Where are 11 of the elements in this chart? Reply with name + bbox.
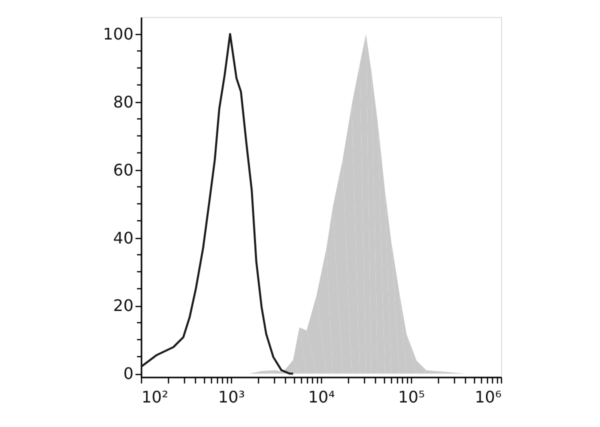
y-tick-label: 0 <box>123 364 134 384</box>
y-tick-label: 60 <box>113 160 134 180</box>
x-tick-label: 10⁴ <box>308 388 335 406</box>
x-tick-label: 10³ <box>218 388 245 406</box>
y-tick-label: 100 <box>102 24 134 44</box>
y-tick-label: 20 <box>113 296 134 316</box>
x-tick-label: 10⁵ <box>398 388 425 406</box>
x-tick-label: 10² <box>142 388 168 406</box>
y-tick-label: 80 <box>113 92 134 112</box>
x-tick-label: 10⁶ <box>474 388 502 406</box>
y-tick-label: 40 <box>113 228 134 248</box>
